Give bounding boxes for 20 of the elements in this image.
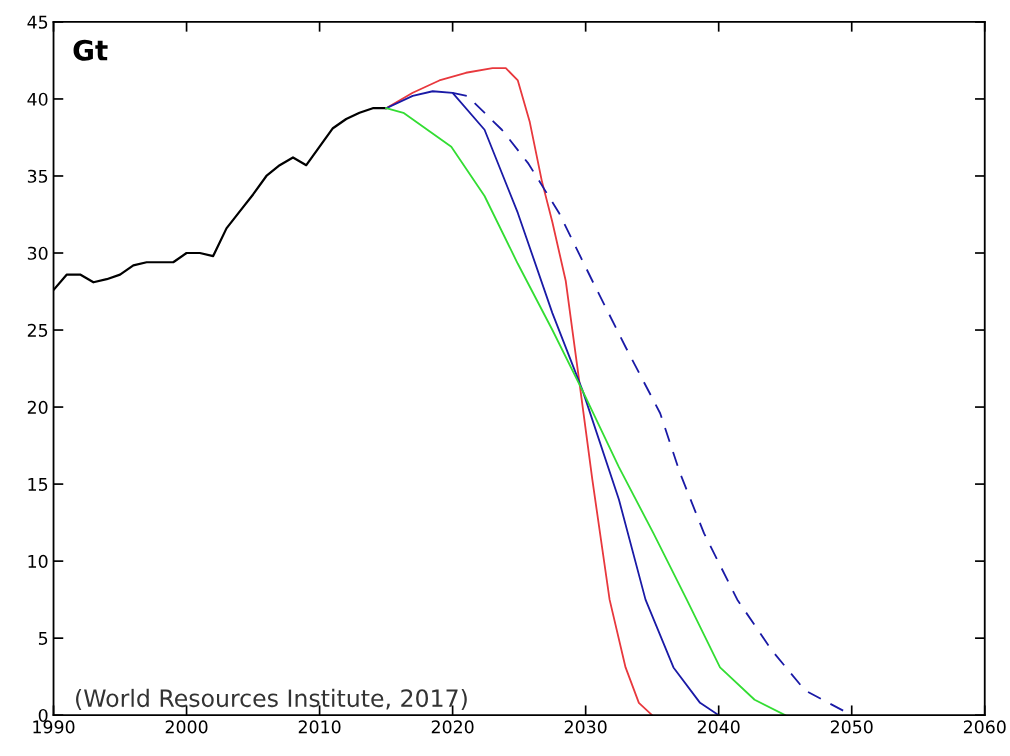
y-tick-label: 25: [27, 323, 48, 337]
y-tick-label: 20: [27, 400, 48, 414]
x-tick-label: 2050: [830, 720, 873, 734]
y-tick-label: 45: [27, 15, 48, 29]
x-tick-label: 2000: [165, 720, 208, 734]
y-tick-label: 5: [38, 632, 48, 645]
y-tick-label: 15: [28, 478, 48, 491]
x-tick-label: 2040: [697, 720, 740, 734]
x-tick-label: 2060: [963, 720, 1006, 734]
annotation: (World Resources Institute, 2017): [76, 688, 467, 710]
y-tick-label: 0: [38, 708, 48, 723]
x-tick-label: 1990: [33, 720, 75, 734]
y-axis-title: Gt: [73, 39, 108, 61]
y-tick-label: 40: [27, 92, 48, 106]
y-tick-label: 30: [27, 246, 48, 260]
y-tick-label: 10: [28, 554, 48, 568]
x-tick-label: 2010: [298, 720, 341, 734]
x-tick-label: 2030: [564, 720, 607, 734]
x-tick-label: 2020: [431, 720, 474, 734]
y-tick-label: 35: [27, 169, 48, 183]
